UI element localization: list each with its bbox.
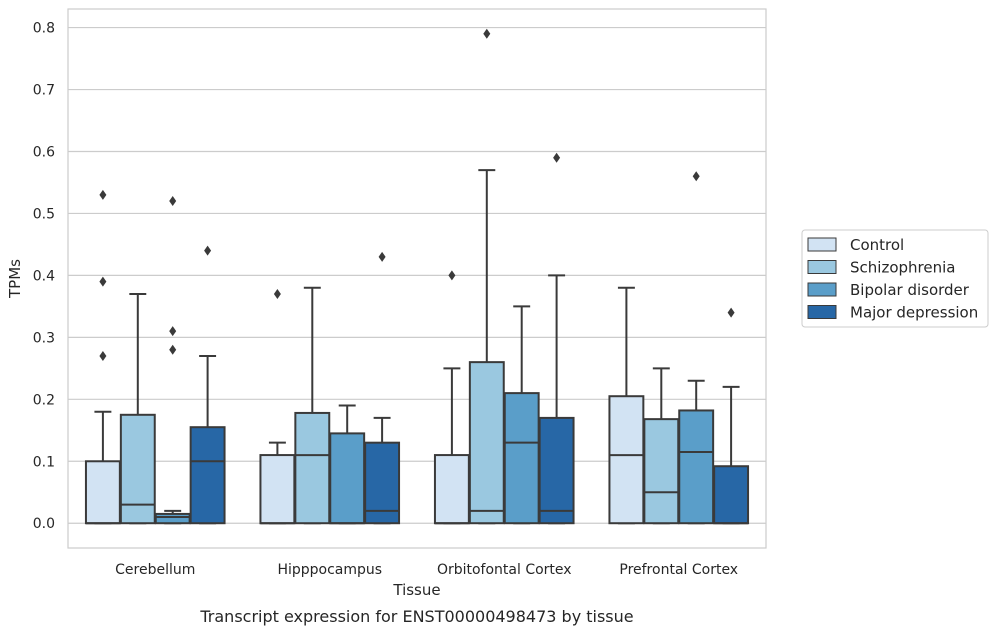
box-plot-group [503,305,540,525]
outlier-point [553,152,561,163]
x-tick-label: Cerebellum [115,562,195,578]
outlier-point [169,344,177,355]
box [643,418,680,525]
legend-label: Control [850,236,904,254]
y-axis-label: TPMs [6,259,24,299]
legend-label: Major depression [850,304,978,322]
legend-swatch [807,282,837,297]
legend: Control Schizophrenia Bipolar disorder Majo… [801,229,989,328]
box-plot-group [538,152,575,525]
box-plot-group [468,28,505,525]
legend-swatch [807,305,837,319]
box-plot-group [713,307,750,525]
x-tick-label: Prefrontal Cortex [619,562,738,578]
box [119,413,156,525]
outlier-point [448,270,456,281]
box [503,392,540,525]
y-tick-label: 0.6 [33,144,55,160]
outlier-point [378,251,386,262]
y-tick-label: 0.8 [33,21,55,37]
y-tick-label: 0.4 [33,268,55,284]
plot-frame [67,8,767,549]
y-tick-label: 0.1 [33,454,55,470]
outlier-point [483,28,491,39]
box-plot-group [294,286,331,525]
chart-caption: Transcript expression for ENST0000049847… [199,607,633,626]
x-tick-label: Orbitofontal Cortex [437,562,572,578]
legend-label: Bipolar disorder [850,281,970,299]
box [468,361,505,525]
y-tick-label: 0.0 [33,516,55,532]
box-plot-group [608,286,645,525]
outlier-point [99,189,107,200]
box [189,426,226,525]
y-tick-label: 0.7 [33,83,55,99]
box [678,409,715,525]
outlier-point [99,350,107,361]
grid-lines [68,26,766,524]
box-plot-group [433,270,470,525]
legend-label: Schizophrenia [850,259,955,277]
box-plot-group [259,288,296,525]
y-tick-label: 0.2 [33,392,55,408]
outlier-point [727,307,735,318]
x-axis-label: Tissue [392,581,440,599]
box [364,441,401,525]
outlier-point [99,276,107,287]
box [84,460,121,525]
box [538,416,575,525]
box [713,465,750,525]
box-plot-group [119,292,156,525]
box-plot-group [84,189,121,525]
box-plot-group [643,367,680,525]
box-plot-group [154,196,191,525]
outlier-point [692,171,700,182]
y-tick-label: 0.5 [33,206,55,222]
box-plot-group [364,251,401,525]
box [259,454,296,525]
box-plot-group [189,245,226,525]
box [294,411,331,525]
legend-frame [801,229,989,328]
box-series [84,28,750,525]
box [608,395,645,525]
box [433,454,470,525]
y-tick-label: 0.3 [33,330,55,346]
legend-swatch [807,237,837,252]
box-plot-group [329,404,366,525]
box [154,512,191,525]
x-axis-ticks: Cerebellum Hipppocampus Orbitofontal Corte… [115,562,738,578]
outlier-point [169,326,177,337]
outlier-point [204,245,212,256]
outlier-point [273,288,281,299]
legend-swatch [807,260,837,274]
box [329,432,366,525]
y-axis-ticks: 0.0 0.1 0.2 0.3 0.4 0.5 0.6 0.7 0.8 [33,21,55,533]
outlier-point [169,196,177,207]
box-plot-group [678,171,715,525]
x-tick-label: Hipppocampus [277,562,382,578]
